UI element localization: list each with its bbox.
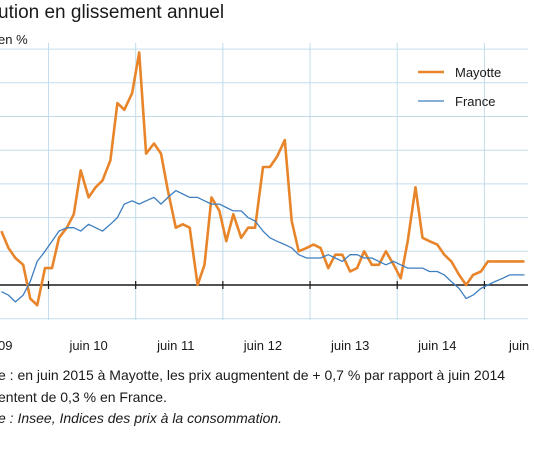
legend-item-mayotte: Mayotte bbox=[418, 65, 501, 80]
x-tick-label: 09 bbox=[0, 338, 12, 353]
chart-note-line-1: e : en juin 2015 à Mayotte, les prix aug… bbox=[0, 367, 506, 383]
legend-label: Mayotte bbox=[455, 65, 501, 80]
axes bbox=[0, 281, 528, 289]
x-tick-label: juin 1 bbox=[508, 338, 534, 353]
series-line-mayotte bbox=[0, 51, 525, 307]
chart-note-line-2: entent de 0,3 % en France. bbox=[0, 389, 167, 405]
legend-item-france: France bbox=[418, 94, 495, 109]
x-tick-label: juin 11 bbox=[156, 338, 194, 353]
series-lines bbox=[0, 51, 525, 307]
x-tick-label: juin 13 bbox=[330, 338, 369, 353]
chart-source: e : Insee, Indices des prix à la consomm… bbox=[0, 410, 283, 426]
x-tick-label: juin 12 bbox=[243, 338, 282, 353]
x-tick-label: juin 10 bbox=[68, 338, 107, 353]
x-tick-label: juin 14 bbox=[417, 338, 456, 353]
x-tick-labels: 09 juin 10 juin 11 juin 12 juin 13 juin 14 jui… bbox=[0, 338, 534, 353]
y-axis-unit: en % bbox=[0, 32, 28, 47]
legend-label: France bbox=[455, 94, 495, 109]
legend: Mayotte France bbox=[418, 65, 501, 109]
series-line-france bbox=[1, 189, 525, 303]
chart-title: ution en glissement annuel bbox=[0, 2, 225, 23]
